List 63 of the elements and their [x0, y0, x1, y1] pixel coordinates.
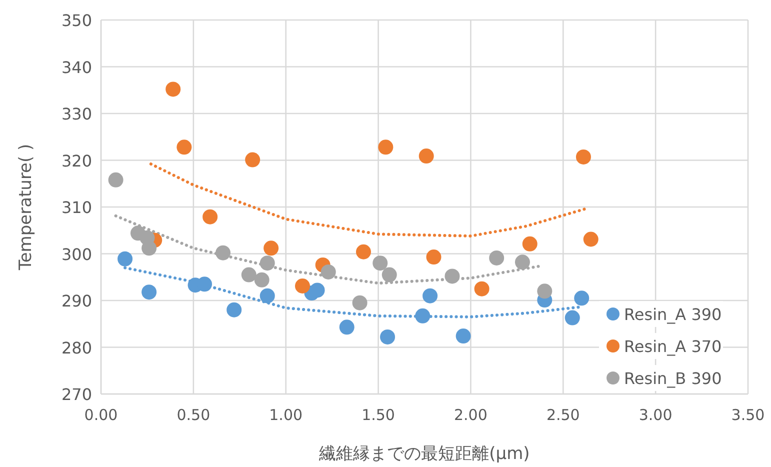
- point: [426, 250, 442, 265]
- point: [514, 254, 530, 270]
- point: [356, 244, 371, 260]
- point: [474, 281, 490, 296]
- point: [226, 302, 242, 318]
- x-tick-label: 0.00: [84, 406, 118, 424]
- point: [378, 140, 394, 155]
- point: [260, 288, 275, 304]
- point: [176, 140, 192, 155]
- point: [264, 240, 279, 256]
- point: [197, 276, 212, 292]
- y-tick-label: 320: [61, 151, 92, 170]
- point: [564, 310, 580, 326]
- point: [522, 236, 538, 252]
- y-tick-label: 350: [61, 11, 92, 30]
- y-tick-label: 340: [61, 58, 92, 77]
- point: [310, 282, 325, 298]
- point: [108, 172, 124, 188]
- y-tick-label: 300: [61, 244, 92, 264]
- y-tick-label: 270: [61, 385, 92, 404]
- x-tick-label: 2.00: [454, 406, 488, 424]
- point: [118, 251, 133, 266]
- y-tick-label: 290: [61, 292, 92, 310]
- x-tick-label: 1.00: [269, 406, 303, 424]
- y-tick-label: 310: [61, 198, 92, 217]
- point: [245, 152, 260, 168]
- x-tick-label: 0.50: [176, 406, 210, 424]
- point: [456, 328, 471, 344]
- legend-label: Resin_B 390: [624, 369, 722, 388]
- point: [415, 308, 430, 324]
- point: [576, 149, 591, 164]
- legend-label: Resin_A 370: [624, 337, 722, 356]
- point: [380, 329, 396, 344]
- point: [142, 284, 157, 300]
- point: [489, 250, 504, 266]
- point: [583, 232, 598, 247]
- point: [422, 288, 438, 304]
- point: [216, 245, 231, 260]
- point: [352, 295, 368, 310]
- x-tick-label: 1.50: [362, 406, 395, 424]
- y-tick-label: 280: [61, 338, 92, 358]
- point: [537, 284, 552, 299]
- y-tick-label: 330: [61, 104, 92, 124]
- point: [254, 272, 270, 288]
- point: [574, 290, 590, 306]
- point: [320, 264, 336, 280]
- x-tick-label: 3.50: [731, 406, 765, 424]
- point: [166, 82, 181, 97]
- point: [142, 240, 157, 256]
- y-axis-title: Temperature( ): [16, 144, 36, 272]
- point: [294, 278, 310, 294]
- x-tick-label: 2.50: [546, 406, 580, 424]
- point: [339, 320, 354, 335]
- point: [382, 267, 397, 282]
- x-axis-title: 繊維縁までの最短距離(μm): [318, 444, 530, 464]
- point: [418, 148, 434, 164]
- x-tick-label: 3.00: [638, 406, 672, 424]
- point: [202, 209, 218, 224]
- point: [372, 256, 388, 271]
- legend-label: Resin_A 390: [624, 305, 722, 324]
- point: [444, 268, 460, 284]
- point: [241, 267, 256, 282]
- point: [260, 256, 275, 271]
